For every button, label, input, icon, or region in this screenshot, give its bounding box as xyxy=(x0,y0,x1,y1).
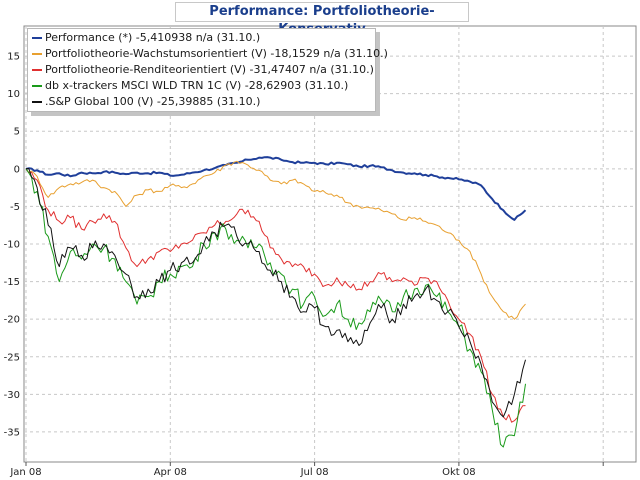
legend-swatch xyxy=(32,85,42,87)
legend-label: Portfoliotheorie-Wachstumsorientiert (V)… xyxy=(45,47,388,60)
series-sp-global-100 xyxy=(25,168,526,418)
series-msci-world xyxy=(25,168,526,448)
legend-swatch xyxy=(32,101,42,103)
chart-title: Performance: Portfoliotheorie-Konservati… xyxy=(175,2,469,37)
chart-legend: Performance (*) -5,410938 n/a (31.10.) P… xyxy=(27,28,388,112)
series-wachstumsorientiert xyxy=(25,160,526,320)
x-tick-label: Jan 08 xyxy=(9,467,41,478)
y-tick-label: -30 xyxy=(4,390,20,401)
legend-item-msci: db x-trackers MSCI WLD TRN 1C (V) -28,62… xyxy=(32,79,375,95)
y-tick-label: 5 xyxy=(14,127,20,138)
y-tick-label: -5 xyxy=(10,202,20,213)
legend-label: Performance (*) -5,410938 n/a (31.10.) xyxy=(45,31,261,44)
x-tick-label: Apr 08 xyxy=(154,467,187,478)
y-tick-label: -15 xyxy=(4,277,20,288)
legend-label: .S&P Global 100 (V) -25,39885 (31.10.) xyxy=(45,95,261,108)
legend-item-rendite: Portfoliotheorie-Renditeorientiert (V) -… xyxy=(32,63,375,79)
legend-swatch xyxy=(32,69,42,71)
series-performance xyxy=(25,156,527,221)
legend-item-sp100: .S&P Global 100 (V) -25,39885 (31.10.) xyxy=(32,95,375,111)
legend-item-wachstum: Portfoliotheorie-Wachstumsorientiert (V)… xyxy=(32,47,388,63)
y-tick-label: 0 xyxy=(14,164,20,175)
y-tick-label: 10 xyxy=(7,89,20,100)
legend-label: Portfoliotheorie-Renditeorientiert (V) -… xyxy=(45,63,374,76)
y-tick-label: -35 xyxy=(4,427,20,438)
series-renditeorientiert xyxy=(25,168,526,423)
x-tick-label: Jul 08 xyxy=(300,467,329,478)
legend-swatch xyxy=(32,53,42,55)
y-tick-label: -10 xyxy=(4,240,20,251)
legend-swatch xyxy=(32,37,42,39)
y-tick-label: 15 xyxy=(7,52,20,63)
x-tick-label: Okt 08 xyxy=(442,467,476,478)
legend-item-performance: Performance (*) -5,410938 n/a (31.10.) xyxy=(32,31,375,47)
y-tick-label: -20 xyxy=(4,315,20,326)
legend-label: db x-trackers MSCI WLD TRN 1C (V) -28,62… xyxy=(45,79,349,92)
y-tick-label: -25 xyxy=(4,352,20,363)
